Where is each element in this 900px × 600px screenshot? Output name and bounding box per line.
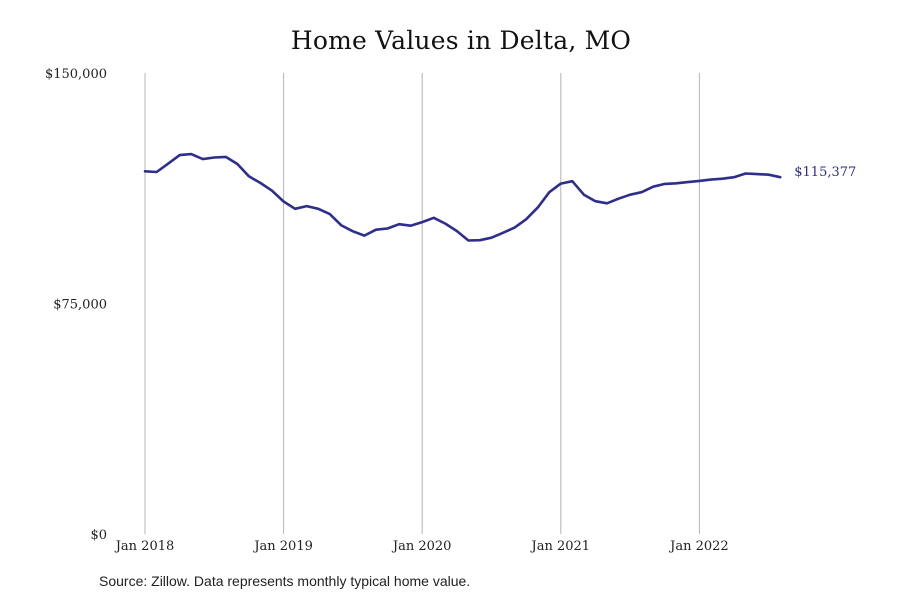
y-tick-label: $75,000 (53, 298, 107, 313)
annotations: $115,377 (794, 165, 856, 180)
chart-title: Home Values in Delta, MO (290, 26, 632, 55)
x-tick-label: Jan 2019 (252, 539, 313, 554)
source-note: Source: Zillow. Data represents monthly … (99, 573, 471, 589)
x-tick-label: Jan 2018 (114, 539, 175, 554)
y-tick-label: $150,000 (45, 67, 107, 82)
home-value-line (143, 152, 782, 242)
x-tick-label: Jan 2020 (391, 539, 452, 554)
grid-lines (144, 73, 700, 534)
series-group (143, 152, 782, 242)
y-tick-label: $0 (90, 528, 107, 543)
x-axis: Jan 2018 Jan 2019 Jan 2020 Jan 2021 Jan 2022 (114, 539, 729, 554)
last-value-label: $115,377 (794, 165, 856, 180)
x-tick-label: Jan 2022 (668, 539, 729, 554)
y-axis: $0 $75,000 $150,000 (45, 67, 107, 543)
x-tick-label: Jan 2021 (530, 539, 591, 554)
